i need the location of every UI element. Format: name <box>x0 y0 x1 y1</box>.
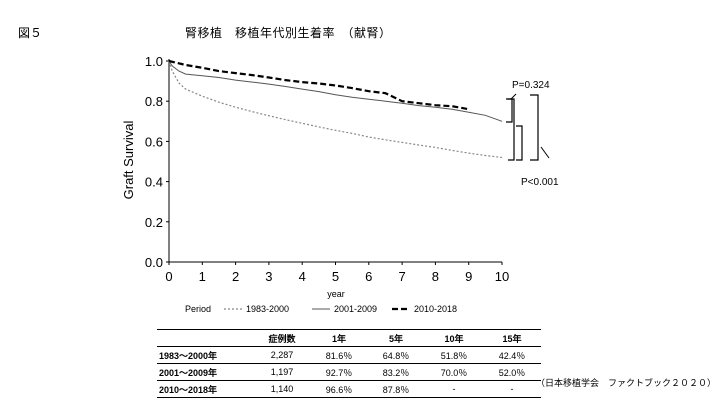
series-line-2010-2018 <box>168 59 469 111</box>
x-tick-label: 9 <box>465 269 472 284</box>
table-cell: 2010〜2018年 <box>157 380 253 398</box>
table-header-cell: 症例数 <box>253 329 311 347</box>
x-tick-label: 0 <box>165 269 172 284</box>
x-tick-label: 4 <box>299 269 306 284</box>
bracket-outer-left <box>508 98 515 161</box>
source-note: （日本移植学会 ファクトブック２０２０） <box>536 379 717 389</box>
series-lines <box>168 59 503 159</box>
annotation-pointer <box>540 146 550 159</box>
table-cell: 1,197 <box>253 363 311 381</box>
x-tick-label: 3 <box>265 269 272 284</box>
y-tick-label: 0.8 <box>145 94 163 109</box>
x-tick-label: 7 <box>398 269 405 284</box>
table-cell: 87.8％ <box>367 380 425 398</box>
x-tick-label: 5 <box>332 269 339 284</box>
table-cell: 42.4％ <box>483 346 541 364</box>
y-axis-label: Graft Survival <box>121 121 136 200</box>
legend-title: Period <box>185 304 211 314</box>
table-cell: 52.0％ <box>483 363 541 381</box>
significance-brackets: P=0.324 P<0.001 <box>506 80 559 188</box>
p-value-annotation: P=0.324 <box>512 80 550 91</box>
annotation-pointer <box>510 93 517 100</box>
bracket-outer <box>530 94 539 161</box>
legend-entry: 1983-2000 <box>246 304 289 314</box>
legend-entry: 2001-2009 <box>334 304 377 314</box>
table-cell: 51.8％ <box>425 346 483 364</box>
table-cell: 70.0％ <box>425 363 483 381</box>
table-header-cell: 1年 <box>311 329 367 347</box>
y-tick-label: 1.0 <box>145 54 163 69</box>
bracket-inner <box>516 125 523 161</box>
table-header-cell <box>157 329 253 347</box>
figure-label: 図５ <box>18 26 43 40</box>
chart-title: 腎移植 移植年代別生着率 （献腎） <box>185 26 392 40</box>
table-row: 2010〜2018年 1,140 96.6％ 87.8％ - - <box>157 380 541 398</box>
table-cell: 1,140 <box>253 380 311 398</box>
x-tick-label: 2 <box>232 269 239 284</box>
table-cell: 81.6％ <box>311 346 367 364</box>
legend-entry: 2010-2018 <box>414 304 457 314</box>
table-cell: - <box>425 380 483 398</box>
x-tick-label: 6 <box>365 269 372 284</box>
y-tick-label: 0.4 <box>145 175 163 190</box>
table-header-cell: 5年 <box>367 329 425 347</box>
table-row: 2001〜2009年 1,197 92.7％ 83.2％ 70.0％ 52.0％ <box>157 363 541 381</box>
table-header-cell: 15年 <box>483 329 541 347</box>
x-axis-label: year <box>327 289 345 299</box>
table-cell: - <box>483 380 541 398</box>
survival-table: 症例数 1年 5年 10年 15年 1983〜2000年 2,287 81.6％… <box>157 329 541 398</box>
table-cell: 64.8％ <box>367 346 425 364</box>
y-tick-label: 0.6 <box>145 134 163 149</box>
y-tick-label: 0.0 <box>145 255 163 270</box>
series-line-1983-2000 <box>168 60 503 159</box>
survival-chart: 0.0 0.2 0.4 0.6 0.8 1.0 0 1 2 3 4 5 6 7 8 9 10 Graft Sur… <box>121 54 559 314</box>
table-cell: 2001〜2009年 <box>157 363 253 381</box>
legend: Period 1983-2000 2001-2009 2010-2018 <box>185 304 457 314</box>
bracket-top <box>506 98 513 123</box>
table-cell: 92.7％ <box>311 363 367 381</box>
table-cell: 96.6％ <box>311 380 367 398</box>
tick-labels: 0.0 0.2 0.4 0.6 0.8 1.0 0 1 2 3 4 5 6 7 8 9 10 <box>145 54 509 284</box>
axes <box>166 59 503 265</box>
y-tick-label: 0.2 <box>145 215 163 230</box>
table-cell: 83.2％ <box>367 363 425 381</box>
series-line-2001-2009 <box>168 60 503 122</box>
x-tick-label: 1 <box>199 269 206 284</box>
table-cell: 1983〜2000年 <box>157 346 253 364</box>
p-value-annotation: P<0.001 <box>521 177 559 188</box>
table-header-row: 症例数 1年 5年 10年 15年 <box>157 329 541 347</box>
table-cell: 2,287 <box>253 346 311 364</box>
x-tick-label: 8 <box>432 269 439 284</box>
x-tick-label: 10 <box>495 269 509 284</box>
table-row: 1983〜2000年 2,287 81.6％ 64.8％ 51.8％ 42.4％ <box>157 346 541 364</box>
table-header-cell: 10年 <box>425 329 483 347</box>
